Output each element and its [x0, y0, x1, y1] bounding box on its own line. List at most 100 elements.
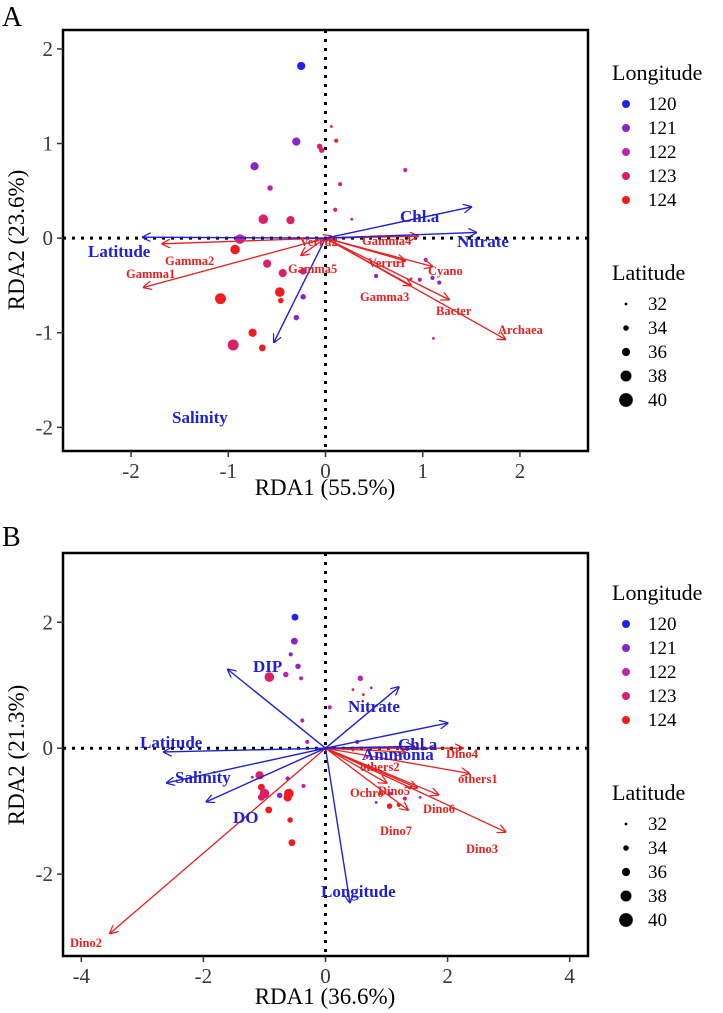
legend-latitude-value: 38	[648, 366, 667, 387]
species-label-archaea: Archaea	[498, 323, 544, 337]
legend-longitude-title: Longitude	[612, 60, 702, 85]
env-arrow-nitrate	[325, 687, 399, 749]
site-point	[288, 652, 293, 657]
legend-latitude-value: 40	[648, 390, 667, 411]
legend-longitude-value: 122	[648, 142, 677, 163]
panel-a-letter: A	[2, 2, 23, 33]
x-tick-label: -4	[73, 964, 91, 988]
legend-latitude-swatch	[623, 845, 629, 851]
species-label-verru2: Verru2	[300, 235, 338, 249]
species-label-dino2: Dino2	[70, 936, 102, 950]
legend-latitude-swatch	[620, 370, 632, 382]
species-arrow-others1	[325, 747, 469, 773]
y-tick-label: -2	[36, 862, 54, 886]
y-tick-label: -1	[36, 321, 54, 345]
site-point	[292, 137, 301, 146]
site-point	[257, 793, 265, 801]
site-point	[361, 693, 365, 697]
site-point	[248, 328, 257, 337]
legend-longitude-swatch	[622, 124, 630, 132]
site-point	[276, 792, 283, 799]
site-point	[287, 817, 293, 823]
species-label-gamma1: Gamma1	[126, 267, 175, 281]
y-tick-label: 0	[43, 736, 54, 760]
species-label-dino7: Dino7	[380, 824, 412, 838]
legend-latitude-value: 38	[648, 886, 667, 907]
legend-latitude-swatch	[623, 325, 629, 331]
panel-b-ticks: -4 -2 0 2 4 -2 0 2	[36, 610, 576, 988]
site-point	[235, 234, 245, 244]
site-point	[297, 61, 306, 71]
site-point	[351, 688, 355, 692]
legend-latitude-swatch	[624, 822, 628, 826]
site-point	[365, 756, 369, 760]
species-arrow-others2	[325, 748, 405, 752]
env-arrow-ammonia	[325, 746, 415, 748]
site-point	[301, 783, 306, 789]
y-tick-label: -2	[36, 415, 54, 439]
legend-latitude-swatch	[621, 347, 631, 357]
legend-latitude-value: 40	[648, 910, 667, 931]
site-point	[403, 167, 408, 173]
site-point	[318, 147, 325, 153]
env-label-chla: Chl.a	[400, 207, 440, 226]
legend-latitude-swatch	[624, 302, 628, 306]
env-label-latitude: Latitude	[140, 733, 203, 752]
site-point	[278, 297, 284, 304]
x-tick-label: 2	[442, 964, 453, 988]
site-point	[430, 275, 435, 280]
site-point	[250, 775, 254, 779]
site-point	[418, 795, 422, 799]
legend-longitude-swatch	[622, 692, 630, 700]
site-point	[278, 269, 287, 278]
env-arrow-latitude	[164, 748, 326, 752]
site-point	[300, 294, 306, 300]
legend-latitude-swatch	[621, 867, 631, 877]
site-point	[357, 675, 364, 682]
panel-a-y-axis-title: RDA2 (23.6%)	[4, 170, 29, 311]
site-point	[215, 293, 226, 305]
species-label-gamma2: Gamma2	[165, 254, 214, 268]
site-point	[288, 839, 296, 847]
env-arrow-salinity	[167, 747, 326, 783]
site-point	[263, 259, 272, 268]
species-label-cyano: Cyano	[428, 264, 463, 278]
legend-longitude-swatch	[622, 196, 630, 204]
x-tick-label: 0	[320, 459, 331, 483]
legend-longitude-swatch	[622, 668, 630, 676]
legend-longitude-swatch	[622, 644, 630, 652]
legend-longitude-title: Longitude	[612, 580, 702, 605]
species-label-dino6: Dino6	[423, 802, 455, 816]
env-label-ammonia: Ammonia	[362, 745, 434, 764]
legend-longitude-value: 123	[648, 166, 677, 187]
legend-latitude-swatch	[619, 913, 633, 927]
legend-longitude-value: 123	[648, 686, 677, 707]
species-arrow-dino3	[325, 747, 506, 832]
legend-longitude-value: 121	[648, 638, 677, 659]
species-arrow-bacter	[325, 237, 449, 299]
x-tick-label: 2	[515, 459, 526, 483]
species-arrow-ochro	[325, 747, 387, 783]
panel-a-x-axis-title: RDA1 (55.5%)	[255, 475, 396, 500]
site-point	[417, 277, 422, 282]
legend-latitude-swatch	[620, 890, 632, 902]
env-arrow-salinity	[274, 237, 327, 342]
site-point	[230, 244, 240, 255]
species-label-gamma4: Gamma4	[362, 234, 412, 248]
legend-latitude-value: 36	[648, 342, 667, 363]
y-tick-label: 1	[43, 132, 54, 156]
legend-latitude-value: 32	[648, 814, 667, 835]
site-point	[290, 637, 298, 645]
legend-longitude-swatch	[622, 148, 630, 156]
site-point	[423, 257, 428, 262]
env-label-nitrate: Nitrate	[457, 232, 509, 251]
site-point	[369, 686, 373, 690]
site-point	[283, 671, 289, 678]
env-arrow-do	[206, 747, 326, 802]
env-label-dip: DIP	[253, 657, 282, 676]
legend-latitude-swatch	[619, 393, 633, 407]
env-label-salinity: Salinity	[175, 768, 231, 787]
species-label-gamma3: Gamma3	[360, 290, 409, 304]
